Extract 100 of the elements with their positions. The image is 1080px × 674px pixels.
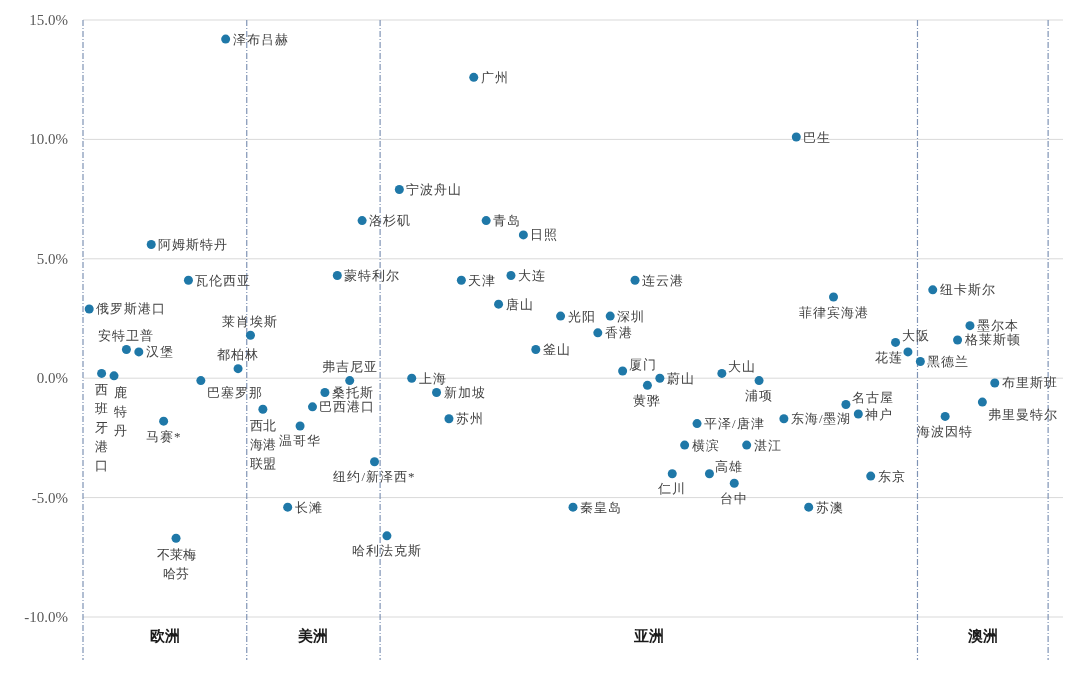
series-label: 纽卡斯尔 (939, 282, 996, 298)
y-tick-label: 15.0% (29, 12, 68, 28)
series-label: 苏澳 (815, 499, 844, 515)
point (469, 72, 479, 82)
point (953, 335, 963, 345)
series-label: 唐山 (505, 296, 534, 312)
point (370, 457, 380, 467)
series-label: 高雄 (715, 459, 744, 475)
series-label: 墨尔本 (976, 318, 1019, 334)
point (655, 373, 665, 383)
series-label: 西班牙港口 (95, 381, 109, 473)
point (258, 404, 268, 414)
point (829, 292, 839, 302)
series-label: 东海/墨湖 (790, 411, 852, 427)
point (506, 271, 516, 281)
series-label: 哈利法克斯 (351, 543, 422, 559)
point (841, 399, 851, 409)
series-label: 西北海港联盟 (249, 417, 276, 471)
series-label: 长滩 (294, 499, 323, 515)
series-label: 马赛* (145, 428, 182, 444)
point (382, 531, 392, 541)
series-label: 海波因特 (917, 423, 974, 439)
point (109, 371, 119, 381)
point (618, 366, 628, 376)
series-label: 秦皇岛 (580, 499, 622, 515)
series-label: 桑托斯 (331, 385, 374, 401)
series-label: 黄骅 (633, 392, 662, 408)
series-label: 蔚山 (666, 370, 695, 386)
series-label: 泽布吕赫 (232, 31, 289, 47)
point (494, 299, 504, 309)
point (568, 502, 578, 512)
series-label: 浦项 (745, 388, 774, 404)
series-label: 天津 (468, 272, 497, 288)
point (804, 502, 814, 512)
point (990, 378, 1000, 388)
series-label: 深圳 (617, 308, 646, 324)
point (977, 397, 987, 407)
point (556, 311, 566, 321)
point (754, 376, 764, 386)
series-label: 弗吉尼亚 (321, 359, 378, 375)
point (779, 414, 789, 424)
point (283, 502, 293, 512)
series-label: 洛杉矶 (369, 213, 412, 229)
point (159, 416, 169, 426)
series-label: 大山 (727, 358, 756, 374)
point (891, 337, 901, 347)
series-label: 汉堡 (145, 344, 174, 360)
point (134, 347, 144, 357)
series-label: 新加坡 (443, 385, 486, 401)
point (692, 419, 702, 429)
point (965, 321, 975, 331)
point (456, 275, 466, 285)
series-label: 上海 (418, 370, 447, 386)
y-tick-label: -5.0% (31, 489, 68, 506)
series-label: 巴西港口 (319, 399, 376, 415)
point (97, 368, 107, 378)
series-label: 香港 (604, 325, 633, 341)
series-label: 连云港 (642, 272, 685, 288)
series-label: 仁川 (657, 481, 687, 497)
point (481, 216, 491, 226)
point (320, 388, 330, 398)
series-label: 布里斯班 (1001, 375, 1058, 391)
series-label: 蒙特利尔 (344, 268, 401, 284)
point (171, 533, 181, 543)
series-label: 鹿特丹 (113, 384, 127, 438)
point (853, 409, 863, 419)
point (518, 230, 528, 240)
point (233, 364, 243, 374)
point (729, 478, 739, 488)
point (940, 411, 950, 421)
point (593, 328, 603, 338)
series-label: 大连 (517, 268, 546, 284)
series-label: 平泽/唐津 (704, 416, 765, 432)
series-label: 名古屋 (851, 389, 894, 405)
point (394, 185, 404, 195)
point (704, 469, 714, 479)
point (345, 376, 355, 386)
series-label: 宁波舟山 (406, 182, 463, 198)
series-label: 苏州 (455, 411, 484, 427)
point (717, 368, 727, 378)
point (146, 239, 156, 249)
point (630, 275, 640, 285)
y-tick-label: 10.0% (29, 131, 68, 148)
point (531, 345, 541, 355)
series-label: 俄罗斯港口 (96, 301, 167, 317)
series-label: 神户 (865, 406, 894, 422)
series-label: 阿姆斯特丹 (158, 236, 229, 252)
point (196, 376, 206, 386)
series-label: 横滨 (691, 437, 720, 453)
point (605, 311, 615, 321)
series-label: 巴生 (803, 129, 832, 145)
point (915, 356, 925, 366)
point (221, 34, 231, 44)
y-tick-label: 5.0% (36, 250, 68, 267)
point (183, 275, 193, 285)
series-label: 光阳 (567, 308, 596, 324)
point (432, 388, 442, 398)
series-label: 都柏林 (217, 347, 260, 363)
series-label: 巴塞罗那 (206, 385, 263, 401)
series-label: 不莱梅哈芬 (156, 546, 196, 581)
